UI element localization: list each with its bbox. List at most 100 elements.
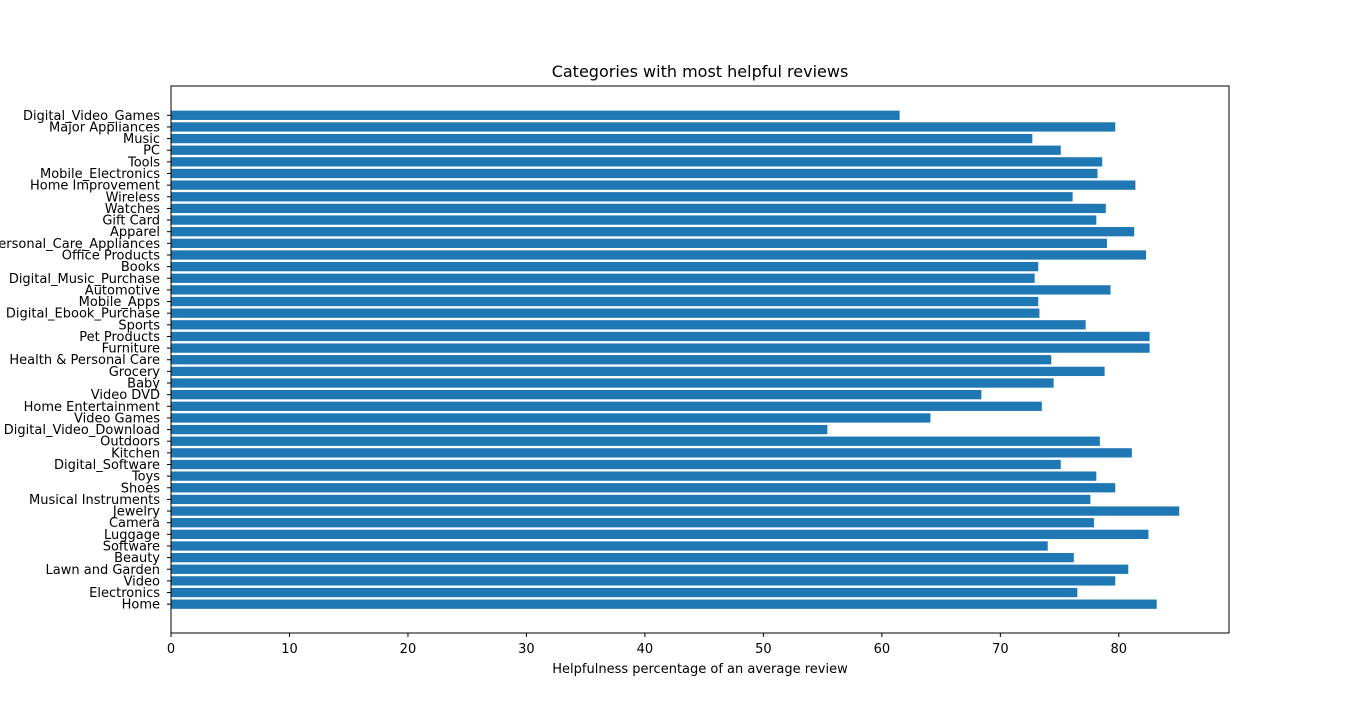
y-tick-label: Automotive <box>85 283 160 298</box>
bar <box>171 587 1078 598</box>
y-tick-label: Kitchen <box>111 446 160 461</box>
y-tick-label: Grocery <box>109 365 161 380</box>
bar <box>171 343 1150 353</box>
bar <box>171 390 982 400</box>
y-tick-label: Digital_Ebook_Purchase <box>6 307 160 322</box>
y-tick-label: Toys <box>131 470 160 485</box>
bar <box>171 599 1157 609</box>
y-tick-label: Watches <box>105 202 160 217</box>
y-tick-label: Music <box>123 132 160 147</box>
y-tick-label: Lawn and Garden <box>46 563 160 578</box>
bar <box>171 261 1039 272</box>
bar <box>171 413 931 423</box>
bar <box>171 133 1033 144</box>
bar <box>171 471 1097 481</box>
bar <box>171 529 1149 539</box>
bar <box>171 273 1035 283</box>
y-tick-label: Sports <box>118 318 160 333</box>
x-tick-label: 0 <box>167 642 175 657</box>
x-tick-label: 80 <box>1111 642 1128 657</box>
y-tick-label: Video <box>124 574 160 589</box>
y-tick-label: Digital_Video_Download <box>4 423 160 438</box>
bar <box>171 448 1132 458</box>
y-tick-label: Camera <box>109 516 160 531</box>
y-tick-label: Office Products <box>62 248 160 263</box>
bar <box>171 436 1100 446</box>
y-tick-label: Mobile_Apps <box>79 295 161 310</box>
bar <box>171 494 1091 505</box>
bar <box>171 157 1103 167</box>
x-tick-label: 60 <box>874 642 891 657</box>
bar <box>171 296 1039 307</box>
y-tick-label: Beauty <box>114 551 160 566</box>
y-tick-label: Books <box>121 260 160 275</box>
bar <box>171 110 900 120</box>
bar <box>171 122 1116 132</box>
bar <box>171 483 1116 493</box>
bar <box>171 366 1105 377</box>
bar <box>171 238 1107 248</box>
bar <box>171 552 1074 563</box>
y-tick-label: PC <box>143 144 160 159</box>
bar <box>171 506 1180 516</box>
x-tick-label: 50 <box>755 642 772 657</box>
bars-group <box>171 110 1180 609</box>
bar <box>171 401 1042 411</box>
bar <box>171 168 1098 179</box>
x-tick-label: 20 <box>400 642 417 657</box>
bar <box>171 320 1086 330</box>
y-tick-label: Outdoors <box>100 435 160 450</box>
y-tick-label: Personal_Care_Appliances <box>0 237 160 252</box>
y-tick-label: Major Appliances <box>49 120 160 135</box>
y-tick-label: Digital_Software <box>54 458 160 473</box>
y-tick-label: Video Games <box>74 411 160 426</box>
y-tick-label: Software <box>103 539 160 554</box>
y-tick-label: Video DVD <box>91 388 160 403</box>
chart-title: Categories with most helpful reviews <box>552 62 849 81</box>
y-tick-label: Baby <box>127 377 160 392</box>
bar <box>171 355 1052 365</box>
y-tick-label: Gift Card <box>102 214 160 229</box>
y-tick-label: Mobile_Electronics <box>40 167 160 182</box>
y-tick-label: Health & Personal Care <box>9 353 160 368</box>
x-tick-label: 10 <box>281 642 298 657</box>
bar <box>171 459 1061 470</box>
y-tick-label: Electronics <box>89 586 160 601</box>
bar <box>171 145 1061 155</box>
bar <box>171 576 1116 586</box>
bar <box>171 227 1135 237</box>
x-axis-label: Helpfulness percentage of an average rev… <box>552 662 848 677</box>
bar <box>171 564 1129 574</box>
y-tick-label: Pet Products <box>79 330 160 345</box>
bar <box>171 285 1111 295</box>
y-tick-label: Luggage <box>104 528 160 543</box>
bar <box>171 331 1150 342</box>
bar <box>171 180 1136 190</box>
bar <box>171 192 1073 202</box>
y-tick-label: Tools <box>127 155 160 170</box>
x-tick-label: 70 <box>992 642 1009 657</box>
x-axis: 0 10 20 30 40 50 60 70 80 <box>167 633 1127 657</box>
y-tick-label: Digital_Video_Games <box>23 109 160 124</box>
y-tick-label: Shoes <box>121 481 160 496</box>
x-tick-label: 30 <box>518 642 535 657</box>
x-tick-label: 40 <box>637 642 654 657</box>
y-tick-label: Home Improvement <box>30 179 160 194</box>
y-tick-label: Wireless <box>106 190 161 205</box>
bar <box>171 378 1054 388</box>
plot-frame <box>170 85 1230 634</box>
y-tick-label: Musical Instruments <box>29 493 160 508</box>
bar <box>171 308 1040 318</box>
y-tick-label: Home Entertainment <box>24 400 160 415</box>
bar <box>171 424 828 435</box>
y-tick-label: Jewelry <box>112 505 160 520</box>
y-tick-label: Digital_Music_Purchase <box>9 272 160 287</box>
y-tick-label: Furniture <box>102 342 160 357</box>
y-tick-label: Home <box>122 598 160 613</box>
bar <box>171 215 1097 225</box>
bar <box>171 541 1048 551</box>
bar <box>171 203 1106 214</box>
